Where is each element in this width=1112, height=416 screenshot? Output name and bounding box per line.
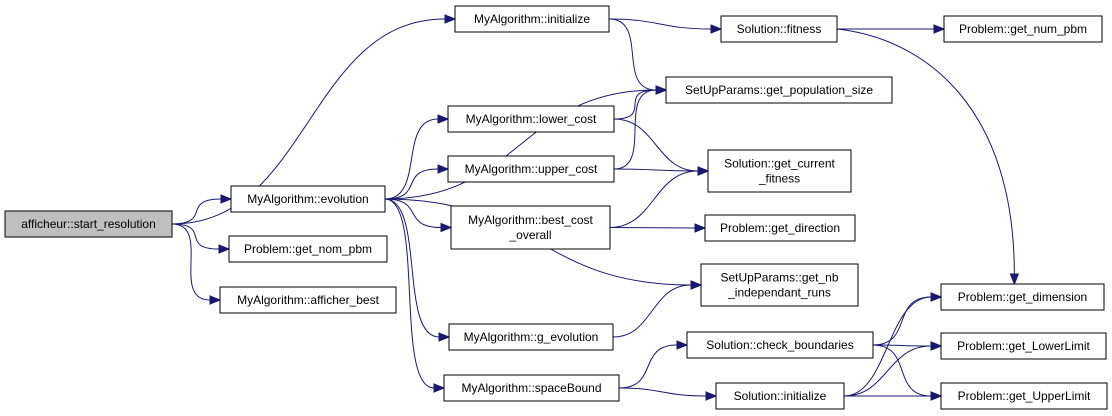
node-get-nom-pbm[interactable]: Problem::get_nom_pbm: [228, 235, 388, 263]
edge-spaceBound-to-check-boundaries: [618, 340, 689, 389]
node-label: Solution::initialize: [734, 389, 827, 403]
edge-evolution-to-spaceBound: [384, 198, 446, 393]
node-box: [940, 332, 1107, 360]
edge-evolution-to-upper-cost: [384, 164, 450, 200]
edge-fitness-to-get-num-pbm: [837, 24, 946, 34]
node-label: SetUpParams::get_population_size: [685, 83, 873, 97]
node-box: [443, 374, 620, 402]
node-get-num-pbm[interactable]: Problem::get_num_pbm: [943, 15, 1103, 43]
node-box: [448, 323, 614, 351]
node-get-direction[interactable]: Problem::get_direction: [704, 214, 856, 242]
node-label: _fitness: [758, 172, 800, 186]
edge-evolution-to-lower-cost: [384, 114, 450, 200]
node-box: [447, 105, 615, 133]
edge-evolution-to-best-cost-overall: [384, 198, 453, 233]
node-label: Problem::get_nom_pbm: [244, 242, 372, 256]
node-box: [720, 15, 838, 43]
node-box: [943, 15, 1103, 43]
node-box: [228, 235, 388, 263]
node-label: Problem::get_LowerLimit: [957, 339, 1090, 353]
node-label: Solution::check_boundaries: [706, 338, 853, 352]
node-initialize[interactable]: MyAlgorithm::initialize: [454, 5, 610, 33]
node-label: Solution::get_current: [724, 157, 835, 171]
node-label: _independant_runs: [727, 286, 831, 300]
node-label: Problem::get_direction: [720, 221, 840, 235]
node-label: MyAlgorithm::best_cost: [468, 213, 593, 227]
node-label: MyAlgorithm::spaceBound: [461, 381, 601, 395]
node-box: [230, 185, 386, 213]
node-upper-cost[interactable]: MyAlgorithm::upper_cost: [447, 155, 615, 183]
node-get-UpperLimit[interactable]: Problem::get_UpperLimit: [940, 382, 1108, 410]
node-label: MyAlgorithm::evolution: [247, 192, 368, 206]
node-get-current-fitness[interactable]: Solution::get_current_fitness: [707, 149, 852, 193]
edge-fitness-to-get-dimension: [836, 28, 1020, 286]
node-box: [447, 155, 615, 183]
edge-best-cost-overall-to-get-direction: [609, 223, 707, 233]
call-edges: [171, 14, 1020, 401]
node-label: _overall: [508, 228, 551, 242]
edge-start-resolution-to-get-nom-pbm: [171, 223, 231, 254]
node-label: MyAlgorithm::lower_cost: [466, 112, 597, 126]
node-get-dimension[interactable]: Problem::get_dimension: [940, 283, 1105, 311]
node-get-population-size[interactable]: SetUpParams::get_population_size: [665, 76, 893, 104]
node-box: [940, 283, 1105, 311]
node-label: Problem::get_num_pbm: [959, 22, 1087, 36]
node-g-evolution[interactable]: MyAlgorithm::g_evolution: [448, 323, 614, 351]
node-box: [940, 382, 1108, 410]
edge-start-resolution-to-afficher-best: [171, 223, 222, 305]
node-label: Problem::get_dimension: [958, 290, 1087, 304]
node-label: MyAlgorithm::upper_cost: [465, 162, 598, 176]
node-spaceBound[interactable]: MyAlgorithm::spaceBound: [443, 374, 620, 402]
node-lower-cost[interactable]: MyAlgorithm::lower_cost: [447, 105, 615, 133]
node-fitness[interactable]: Solution::fitness: [720, 15, 838, 43]
node-label: Problem::get_UpperLimit: [958, 389, 1091, 403]
node-check-boundaries[interactable]: Solution::check_boundaries: [686, 331, 874, 359]
edge-evolution-to-g-evolution: [384, 198, 451, 342]
node-label: afficheur::start_resolution: [21, 217, 156, 231]
node-label: MyAlgorithm::afficher_best: [237, 293, 380, 307]
edge-sol-initialize-to-get-UpperLimit: [843, 391, 943, 401]
node-box: [450, 205, 611, 250]
node-start-resolution[interactable]: afficheur::start_resolution: [4, 210, 173, 238]
node-label: Solution::fitness: [737, 22, 822, 36]
node-evolution[interactable]: MyAlgorithm::evolution: [230, 185, 386, 213]
edge-start-resolution-to-evolution: [171, 194, 233, 225]
node-box: [700, 263, 859, 307]
node-label: MyAlgorithm::initialize: [474, 12, 590, 26]
edge-start-resolution-to-initialize: [171, 14, 457, 225]
node-box: [219, 286, 397, 314]
call-nodes: afficheur::start_resolutionMyAlgorithm::…: [4, 5, 1108, 410]
node-box: [454, 5, 610, 33]
edge-initialize-to-fitness: [608, 18, 723, 34]
node-box: [704, 214, 856, 242]
node-afficher-best[interactable]: MyAlgorithm::afficher_best: [219, 286, 397, 314]
edge-upper-cost-to-get-population-size: [613, 85, 668, 170]
node-label: MyAlgorithm::g_evolution: [464, 330, 599, 344]
edge-best-cost-overall-to-get-current-fitness: [609, 166, 710, 228]
edge-spaceBound-to-sol-initialize: [618, 387, 718, 401]
node-box: [707, 149, 852, 193]
edge-initialize-to-get-population-size: [608, 18, 668, 95]
node-get-LowerLimit[interactable]: Problem::get_LowerLimit: [940, 332, 1107, 360]
edge-lower-cost-to-get-current-fitness: [613, 118, 710, 176]
node-best-cost-overall[interactable]: MyAlgorithm::best_cost_overall: [450, 205, 611, 250]
node-box: [4, 210, 173, 238]
node-label: SetUpParams::get_nb: [720, 271, 838, 285]
edge-sol-initialize-to-get-LowerLimit: [843, 341, 943, 397]
node-box: [715, 382, 845, 410]
node-get-nb-independant-runs[interactable]: SetUpParams::get_nb_independant_runs: [700, 263, 859, 307]
node-box: [665, 76, 893, 104]
edge-g-evolution-to-get-nb-independant-runs: [612, 280, 703, 338]
node-box: [686, 331, 874, 359]
node-sol-initialize[interactable]: Solution::initialize: [715, 382, 845, 410]
edge-sol-initialize-to-get-dimension: [843, 292, 943, 397]
